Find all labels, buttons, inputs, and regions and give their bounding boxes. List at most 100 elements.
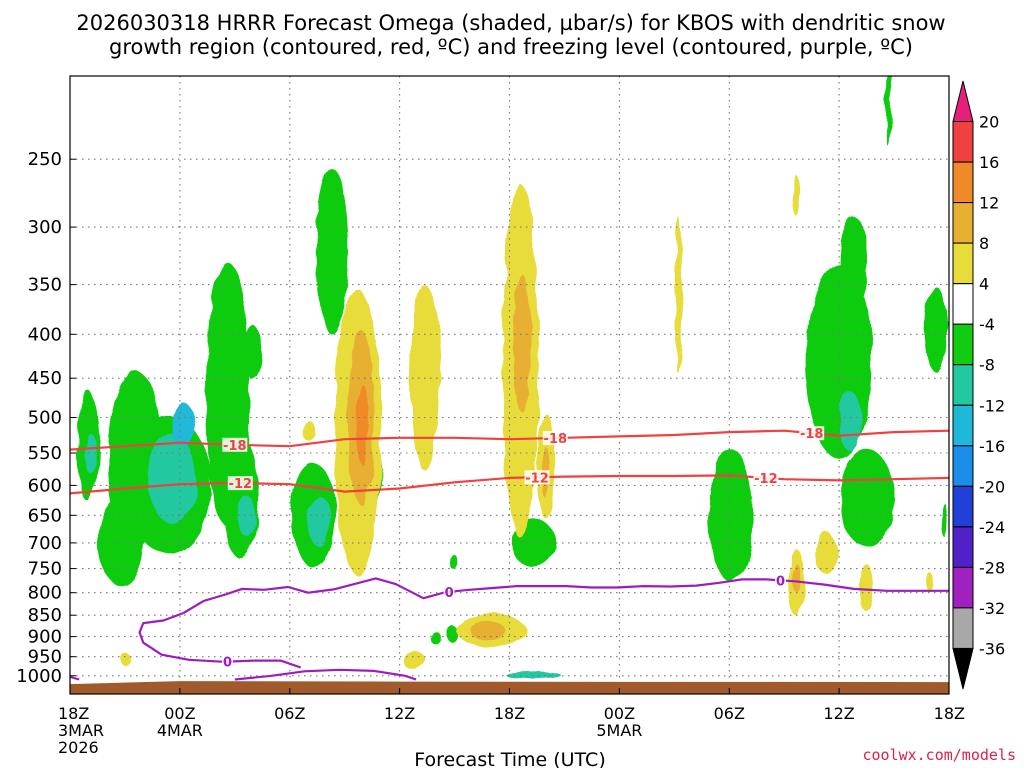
y-tick-label-1000: 1000: [16, 666, 62, 687]
omega-region-ascent-14: [839, 449, 895, 547]
omega-region-ascent-39: [504, 669, 559, 677]
omega-region-ascent-36: [148, 434, 197, 524]
contour-4: [234, 668, 417, 681]
colorbar-label-0: 20: [979, 113, 999, 132]
y-tick-label-750: 750: [28, 559, 62, 580]
x-tick-label-0-0: 18Z: [58, 704, 89, 723]
omega-region-descent-44: [793, 563, 801, 593]
y-tick-label-350: 350: [28, 275, 62, 296]
x-tick-label-36-0: 06Z: [714, 704, 745, 723]
colorbar-label-9: -20: [979, 477, 1005, 496]
colorbar: 20 16 12 8 4 -4 -8 -12 -16 -20 -24 -28 -32 -36: [952, 80, 1005, 690]
colorbar-label-8: -16: [979, 437, 1005, 456]
contour-label-2-1: 0: [776, 574, 785, 589]
y-tick-label-800: 800: [28, 583, 62, 604]
omega-region-ascent-38: [308, 495, 330, 547]
colorbar-label-7: -12: [979, 396, 1005, 415]
x-tick-label-0-2: 2026: [58, 738, 99, 757]
y-tick-label-300: 300: [28, 217, 62, 238]
contour-label-bg: [222, 654, 233, 669]
omega-region-descent-27: [815, 532, 838, 575]
omega-region-descent-42: [513, 274, 532, 413]
x-tick-label-6-0: 00Z: [164, 704, 195, 723]
colorbar-label-5: -4: [979, 315, 995, 334]
contour-label-bg: [753, 470, 779, 485]
omega-region-ascent-16: [925, 287, 948, 373]
omega-region-descent-33: [121, 654, 133, 667]
y-tick-label-650: 650: [28, 505, 62, 526]
contour-label-bg: [227, 476, 253, 491]
y-tick-label-850: 850: [28, 605, 62, 626]
chart-title-line-2: growth region (contoured, red, ºC) and f…: [109, 35, 913, 59]
omega-region-descent-31: [403, 650, 426, 671]
omega-region-ascent-17: [942, 504, 948, 538]
omega-region-ascent-37: [236, 495, 255, 536]
y-tick-label-250: 250: [28, 149, 62, 170]
y-tick-label-400: 400: [28, 324, 62, 345]
contour-label-bg: [799, 426, 825, 441]
omega-region-descent-34: [791, 174, 799, 215]
contour-label-1-0: -12: [229, 477, 253, 492]
x-tick-label-18-0: 12Z: [384, 704, 415, 723]
colorbar-swatch-5: [952, 283, 974, 325]
omega-region-ascent-15: [839, 217, 869, 308]
y-tick-label-900: 900: [28, 627, 62, 648]
y-tick-label-950: 950: [28, 647, 62, 668]
colorbar-swatch-1: [952, 121, 974, 163]
x-tick-label-12-0: 06Z: [274, 704, 305, 723]
omega-region-ascent-40: [839, 391, 862, 451]
omega-region-descent-25: [674, 216, 682, 374]
x-tick-label-48-0: 18Z: [934, 704, 965, 723]
colorbar-swatch-8: [952, 404, 974, 447]
contour-label-0-0: -18: [223, 439, 247, 454]
omega-region-descent-32: [304, 421, 316, 443]
colorbar-label-10: -24: [979, 518, 1005, 537]
y-tick-label-600: 600: [28, 475, 62, 496]
x-tick-label-6-1: 4MAR: [157, 721, 203, 740]
contour-label-bg: [222, 437, 248, 452]
omega-region-ascent-46: [172, 403, 195, 447]
x-tick-label-30-0: 00Z: [604, 704, 635, 723]
x-tick-label-42-0: 12Z: [823, 704, 854, 723]
omega-region-ascent-35: [84, 432, 96, 474]
temperature-contours: -18 -18 -18 -12 -12 -12 0 0 0: [70, 426, 949, 681]
omega-region-ascent-19: [430, 632, 442, 645]
grid-lines: [70, 76, 949, 694]
contour-label-bg: [775, 573, 786, 588]
omega-region-ascent-18: [885, 76, 892, 147]
x-tick-label-0-1: 3MAR: [58, 721, 104, 740]
credit-link[interactable]: coolwx.com/models: [862, 746, 1016, 764]
colorbar-label-11: -28: [979, 558, 1005, 577]
colorbar-swatch-11: [952, 526, 974, 568]
colorbar-swatch-13: [952, 607, 974, 649]
y-tick-label-500: 500: [28, 408, 62, 429]
omega-region-descent-47: [357, 384, 369, 466]
contour-label-0-2: -18: [800, 427, 824, 442]
contour-label-bg: [542, 431, 568, 445]
colorbar-swatch-4: [952, 242, 974, 285]
colorbar-label-6: -8: [979, 356, 995, 375]
colorbar-label-3: 8: [979, 234, 989, 253]
contour-1: [70, 474, 949, 495]
contour-label-0-1: -18: [544, 432, 568, 447]
omega-region-descent-45: [469, 621, 506, 639]
colorbar-swatch-10: [952, 485, 974, 528]
y-tick-label-450: 450: [28, 368, 62, 389]
omega-region-ascent-6: [243, 325, 263, 380]
contour-label-bg: [524, 470, 550, 485]
colorbar-swatch-0: [952, 80, 974, 122]
y-tick-label-550: 550: [28, 443, 62, 464]
contour-5: [70, 675, 80, 681]
contour-label-1-1: -12: [525, 471, 549, 486]
y-tick-label-700: 700: [28, 533, 62, 554]
omega-region-ascent-5: [222, 437, 259, 559]
colorbar-label-4: 4: [979, 275, 989, 294]
colorbar-swatch-14: [952, 648, 974, 690]
chart-title-line-1: 2026030318 HRRR Forecast Omega (shaded, …: [76, 11, 945, 35]
y-axis: 2503003504004505005506006507007508008509…: [16, 149, 76, 687]
colorbar-swatch-7: [952, 364, 974, 406]
contour-label-2-0: 0: [445, 586, 454, 601]
x-tick-label-24-0: 18Z: [494, 704, 525, 723]
